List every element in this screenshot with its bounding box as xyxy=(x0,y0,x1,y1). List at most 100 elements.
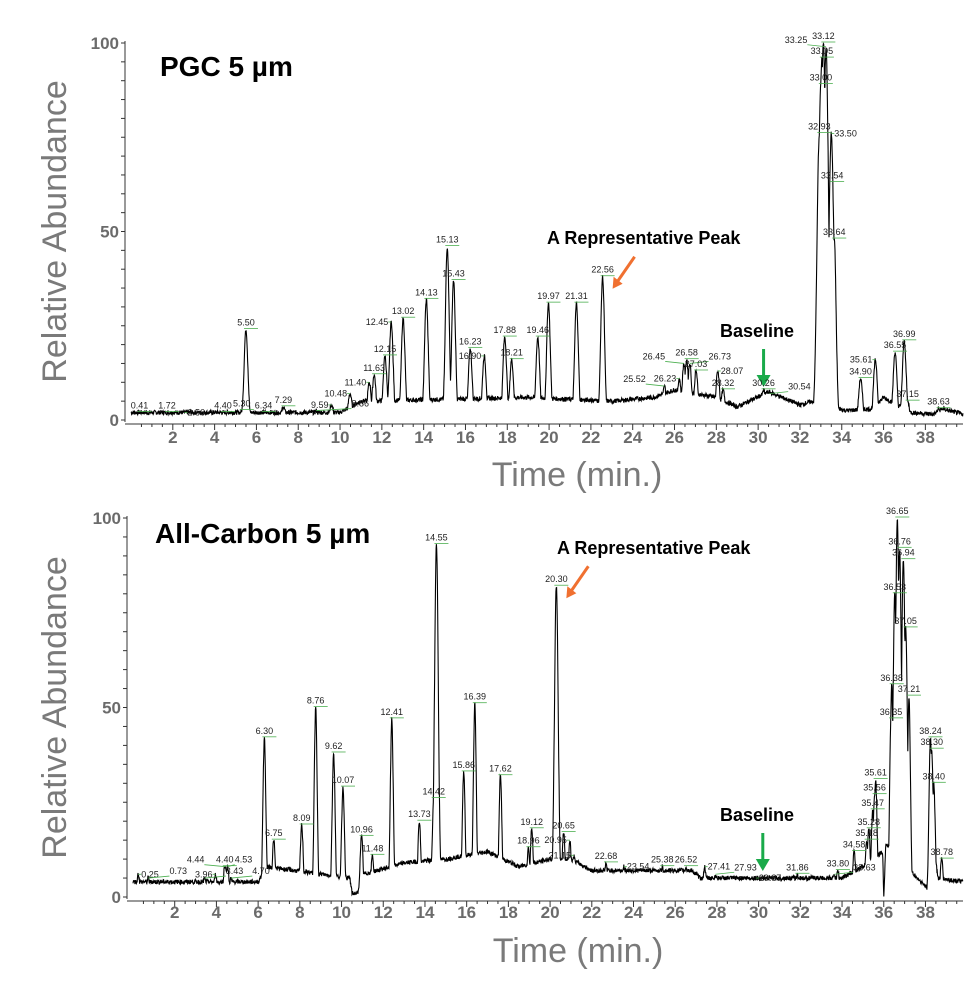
x-tick-label: 8 xyxy=(294,428,303,447)
peak-label: 26.73 xyxy=(689,351,732,364)
peak-label-text: 3.43 xyxy=(226,866,244,876)
peak-label-text: 14.55 xyxy=(425,533,448,543)
peak-label: 11.40 xyxy=(344,377,370,387)
peak-label-text: 35.28 xyxy=(857,817,880,827)
peak-label-text: 26.23 xyxy=(654,374,677,384)
y-axis-title: Relative Abundance xyxy=(36,80,74,382)
x-tick-label: 16 xyxy=(456,428,475,447)
peak-label-text: 38.78 xyxy=(930,847,953,857)
peak-label: 3.43 xyxy=(204,866,244,879)
peak-label: 35.18 xyxy=(855,828,879,840)
peak-label: 33.12 xyxy=(812,31,836,43)
peak-label-text: 27.03 xyxy=(685,359,708,369)
x-tick-label: 36 xyxy=(874,428,893,447)
peak-label-text: 33.80 xyxy=(827,858,850,868)
peak-label-leader xyxy=(204,864,226,868)
peak-label: 27.93 xyxy=(715,862,757,875)
peak-label: 8.76 xyxy=(307,696,328,707)
peak-label-leader xyxy=(715,871,735,875)
x-tick-label: 4 xyxy=(210,428,220,447)
peak-label: 20.95 xyxy=(544,835,570,845)
peak-label-text: 13.73 xyxy=(408,809,431,819)
peak-label: 0.73 xyxy=(148,866,187,879)
peak-label-text: 37.21 xyxy=(898,684,921,694)
peak-label-text: 33.50 xyxy=(834,128,857,138)
peak-label: 4.40 xyxy=(216,855,237,867)
peak-label-text: 33.00 xyxy=(810,72,833,82)
arrow-shaft xyxy=(615,255,636,284)
peak-label: 5.50 xyxy=(237,318,258,329)
green-arrow-icon xyxy=(755,833,770,871)
orange-arrow-icon xyxy=(612,255,636,289)
peak-label-text: 35.61 xyxy=(850,355,873,365)
peak-label-text: 14.42 xyxy=(422,786,445,796)
peak-label-text: 21.15 xyxy=(549,850,572,860)
peak-label: 22.68 xyxy=(595,851,618,863)
peak-label-text: 31.86 xyxy=(786,862,809,872)
peak-label: 25.52 xyxy=(623,374,665,387)
x-tick-label: 36 xyxy=(874,903,893,922)
peak-label-text: 26.73 xyxy=(709,351,732,361)
peak-label: 38.78 xyxy=(930,847,954,859)
peak-label: 26.58 xyxy=(675,348,699,360)
peak-label: 13.02 xyxy=(392,306,416,318)
x-tick-label: 32 xyxy=(791,903,810,922)
chromatogram-trace xyxy=(132,519,964,897)
x-tick-label: 24 xyxy=(624,903,643,922)
peak-label: 19.97 xyxy=(537,291,561,303)
orange-arrow-icon xyxy=(566,565,590,599)
peak-label: 26.45 xyxy=(643,351,684,364)
peak-label-text: 36.55 xyxy=(884,340,907,350)
peak-label: 8.09 xyxy=(293,813,314,825)
peak-label-leader xyxy=(807,44,827,48)
x-tick-label: 30 xyxy=(749,903,768,922)
x-tick-label: 32 xyxy=(790,428,809,447)
green-arrow-icon xyxy=(756,349,771,387)
peak-label: 36.76 xyxy=(888,536,912,548)
x-tick-label: 4 xyxy=(212,903,222,922)
peak-label: 37.21 xyxy=(898,684,921,696)
peak-label-text: 38.40 xyxy=(923,771,946,781)
peak-label: 21.15 xyxy=(549,850,575,860)
peak-label-leader xyxy=(316,408,352,411)
peak-label-text: 26.45 xyxy=(643,351,666,361)
peak-label: 33.80 xyxy=(827,858,850,870)
x-axis-title: Time (min.) xyxy=(493,932,664,970)
x-tick-label: 6 xyxy=(253,903,262,922)
x-tick-label: 20 xyxy=(540,428,559,447)
peak-label-text: 6.34 xyxy=(255,400,273,410)
peak-label: 6.75 xyxy=(265,828,286,840)
peak-label: 28.32 xyxy=(712,378,736,390)
peak-label: 28.07 xyxy=(717,366,744,376)
peak-label: 33.63 xyxy=(834,862,876,875)
peak-label-text: 35.18 xyxy=(855,828,878,838)
peak-label-text: 8.86 xyxy=(351,399,369,409)
peak-label: 33.00 xyxy=(810,72,833,84)
peak-label: 36.55 xyxy=(884,340,908,352)
x-tick-label: 18 xyxy=(498,428,517,447)
y-tick-label: 0 xyxy=(112,888,121,907)
peak-label-text: 4.70 xyxy=(252,866,270,876)
x-tick-label: 2 xyxy=(170,903,179,922)
peak-label: 8.86 xyxy=(316,399,369,411)
peak-label: 10.48 xyxy=(325,389,351,399)
x-tick-label: 38 xyxy=(916,903,935,922)
x-tick-label: 34 xyxy=(833,903,852,922)
peak-label-text: 15.13 xyxy=(436,235,459,245)
peak-label-text: 36.35 xyxy=(880,707,903,717)
peak-label: 3.96 xyxy=(195,869,216,879)
x-tick-label: 14 xyxy=(414,428,433,447)
peak-label: 36.35 xyxy=(880,707,904,719)
peak-label-text: 7.29 xyxy=(275,395,293,405)
peak-label-text: 8.76 xyxy=(307,696,325,706)
x-tick-label: 34 xyxy=(832,428,851,447)
x-tick-label: 38 xyxy=(916,428,935,447)
peak-label-text: 19.46 xyxy=(527,325,550,335)
x-tick-label: 16 xyxy=(457,903,476,922)
peak-label: 20.30 xyxy=(545,574,569,586)
x-axis-title: Time (min.) xyxy=(492,456,663,494)
peak-label: 13.73 xyxy=(408,809,432,821)
peak-label-text: 30.26 xyxy=(752,378,775,388)
peak-label-text: 28.07 xyxy=(721,366,744,376)
